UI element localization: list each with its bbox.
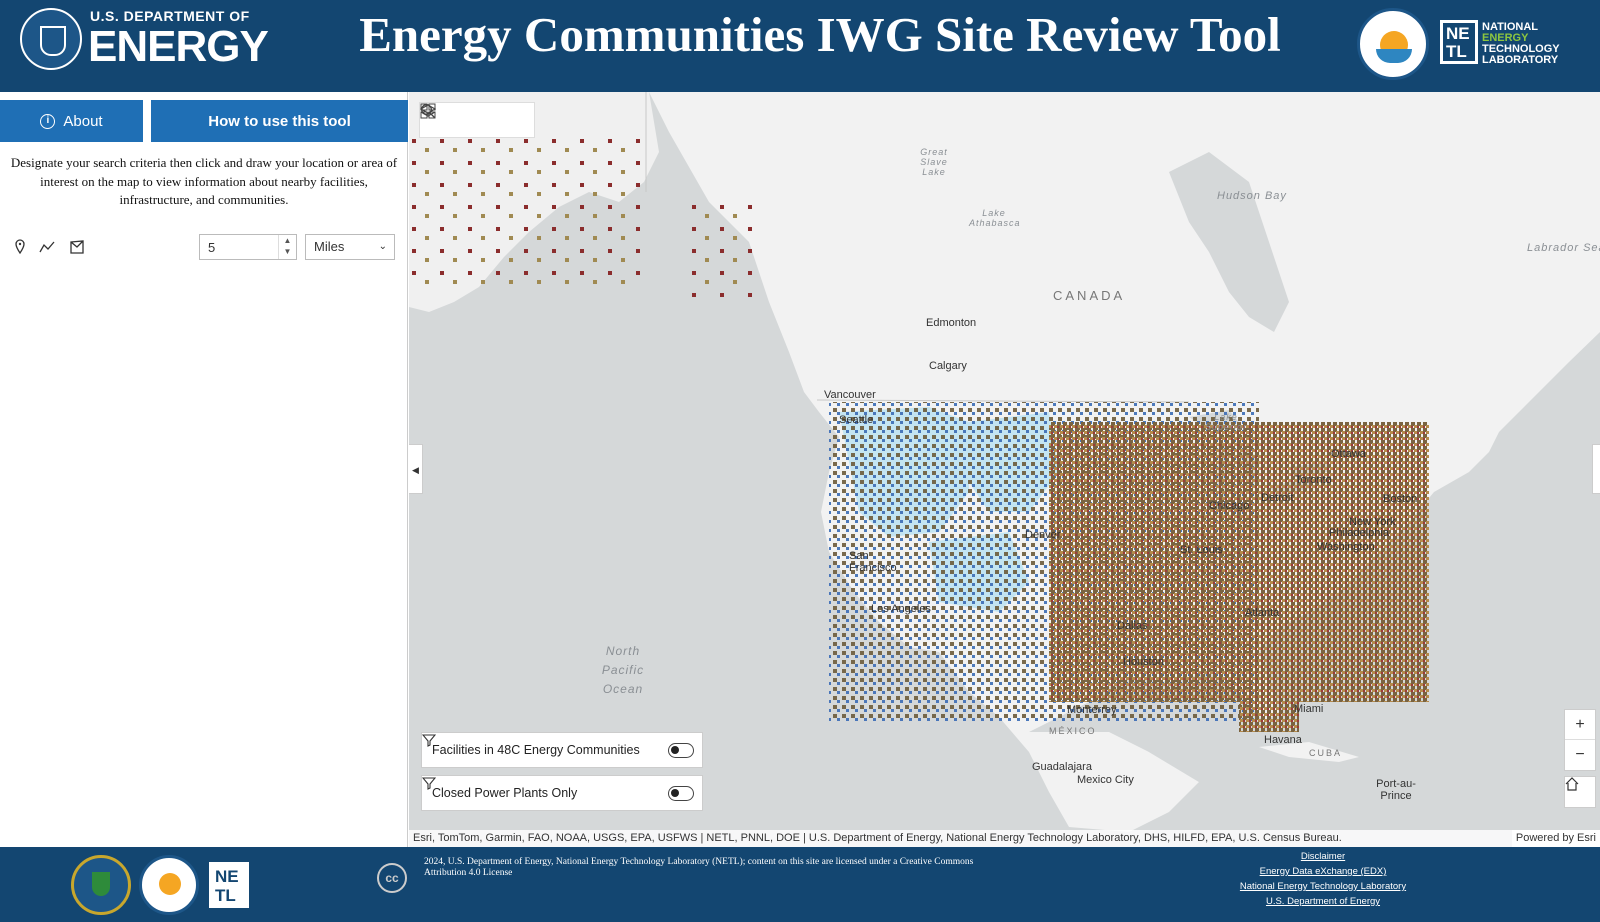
filter-icon (422, 734, 436, 747)
footer-link-netl[interactable]: National Energy Technology Laboratory (1239, 881, 1407, 892)
unit-selected-value: Miles (314, 239, 345, 254)
polygon-draw-icon[interactable] (68, 238, 86, 256)
map-toolbar (419, 102, 535, 138)
footer-netl-logo: NE TL (209, 862, 249, 908)
zoom-out-button[interactable]: − (1575, 746, 1585, 763)
facility-markers (409, 132, 1429, 732)
land-northeast (1469, 92, 1600, 232)
toggle-48c-switch[interactable] (668, 743, 694, 758)
label-calgary: Calgary (929, 360, 967, 372)
iwg-seal-logo (1357, 8, 1429, 80)
toggle-closed-plants-label: Closed Power Plants Only (432, 786, 578, 800)
distance-stepper[interactable]: ▲ ▼ (278, 235, 296, 259)
label-dallas: Dallas (1117, 620, 1148, 632)
label-detroit: Detroit (1261, 492, 1294, 504)
label-houston: Houston (1123, 656, 1164, 668)
label-seattle: Seattle (839, 414, 874, 426)
about-button[interactable]: i About (0, 100, 143, 142)
label-edmonton: Edmonton (926, 317, 977, 329)
home-button[interactable] (1564, 776, 1596, 808)
label-monterrey: Monterrey (1067, 704, 1117, 716)
toggle-48c-communities: Facilities in 48C Energy Communities (421, 732, 703, 768)
label-washington: Washington (1317, 541, 1375, 553)
label-toronto: Toronto (1295, 474, 1332, 486)
map-attribution: Esri, TomTom, Garmin, FAO, NOAA, USGS, E… (409, 830, 1600, 847)
label-atlanta: Atlanta (1245, 607, 1280, 619)
label-mexico-city: Mexico City (1077, 774, 1134, 786)
map-view[interactable]: CANADA Hudson Bay Labrador Sea North Pac… (409, 92, 1600, 847)
label-philadelphia: Philadelphia (1329, 527, 1389, 539)
filter-icon (422, 777, 436, 790)
basemap-gallery-icon[interactable] (420, 103, 534, 137)
point-draw-icon[interactable] (11, 238, 29, 256)
copyright-text: 2024, U.S. Department of Energy, Nationa… (424, 857, 974, 878)
label-cuba: CUBA (1309, 748, 1343, 758)
label-havana: Havana (1264, 734, 1302, 746)
footer-doe-seal-logo (71, 855, 131, 915)
label-vancouver: Vancouver (824, 389, 876, 401)
creative-commons-icon: cc (377, 863, 407, 893)
footer-iwg-seal-logo (139, 855, 199, 915)
label-mexico: MÉXICO (1049, 726, 1097, 736)
label-lake-superior: Lake Superior (1204, 412, 1248, 432)
chevron-down-icon: ⌄ (378, 241, 387, 252)
label-los-angeles: Los Angeles (871, 603, 931, 615)
polyline-draw-icon[interactable] (38, 238, 56, 256)
how-to-use-button[interactable]: How to use this tool (151, 100, 408, 142)
label-denver: Denver (1025, 529, 1061, 541)
zoom-control: + − (1564, 709, 1596, 771)
label-labrador-sea: Labrador Sea (1527, 242, 1600, 254)
label-new-york: New York (1349, 516, 1396, 528)
doe-seal-logo (20, 8, 82, 70)
label-great-slave-lake: Great Slave Lake (920, 147, 948, 177)
distance-input[interactable] (199, 234, 297, 260)
side-panel: i About How to use this tool Designate y… (0, 92, 408, 847)
label-port-au-prince: Port-au-Prince (1376, 778, 1416, 802)
netl-logo-box: NE TL (1440, 20, 1478, 64)
doe-wordmark-small: U.S. DEPARTMENT OF (90, 8, 250, 24)
toggle-closed-plants-switch[interactable] (668, 786, 694, 801)
zoom-in-button[interactable]: + (1565, 710, 1595, 740)
footer-link-edx[interactable]: Energy Data eXchange (EDX) (1259, 866, 1387, 877)
label-hudson-bay: Hudson Bay (1217, 190, 1287, 202)
footer-link-doe[interactable]: U.S. Department of Energy (1265, 896, 1381, 907)
toggle-closed-plants: Closed Power Plants Only (421, 775, 703, 811)
app-footer: NE TL cc 2024, U.S. Department of Energy,… (0, 847, 1600, 922)
label-ottawa: Ottawa (1331, 448, 1366, 460)
doe-wordmark-large: ENERGY (88, 22, 269, 71)
water-hudson-bay (1169, 152, 1289, 332)
label-guadalajara: Guadalajara (1032, 761, 1092, 773)
label-lake-athabasca: Lake Athabasca (969, 208, 1021, 228)
toggle-48c-label: Facilities in 48C Energy Communities (432, 743, 640, 757)
label-miami: Miami (1294, 703, 1324, 715)
footer-link-disclaimer[interactable]: Disclaimer (1300, 851, 1346, 862)
label-north-pacific: North Pacific Ocean (601, 644, 645, 696)
about-label: About (63, 112, 103, 130)
layers-icon[interactable] (420, 103, 496, 137)
powered-by-esri[interactable]: Powered by Esri (1511, 830, 1600, 847)
page-title: Energy Communities IWG Site Review Tool (359, 7, 1281, 62)
label-canada: CANADA (1053, 288, 1126, 303)
collapse-panel-handle[interactable]: ◀ (409, 444, 423, 494)
label-st-louis: St. Louis (1180, 544, 1223, 556)
footer-links: Disclaimer Energy Data eXchange (EDX) Na… (1230, 849, 1416, 909)
expand-right-panel-handle[interactable] (1592, 444, 1600, 494)
unit-select[interactable]: Miles ⌄ (305, 234, 395, 260)
app-header: U.S. DEPARTMENT OF ENERGY Energy Communi… (0, 0, 1600, 92)
us-canada-border (816, 399, 1190, 403)
instructions-text: Designate your search criteria then clic… (10, 155, 398, 207)
netl-wordmark: NATIONAL ENERGY TECHNOLOGY LABORATORY (1482, 21, 1560, 66)
basemap-svg (409, 92, 1600, 832)
land-cuba (1259, 742, 1359, 762)
home-icon (1565, 777, 1579, 791)
label-chicago: Chicago (1209, 500, 1250, 512)
label-boston: Boston (1383, 493, 1418, 505)
label-san-francisco: San Francisco (849, 550, 897, 574)
info-icon: i (40, 113, 56, 129)
